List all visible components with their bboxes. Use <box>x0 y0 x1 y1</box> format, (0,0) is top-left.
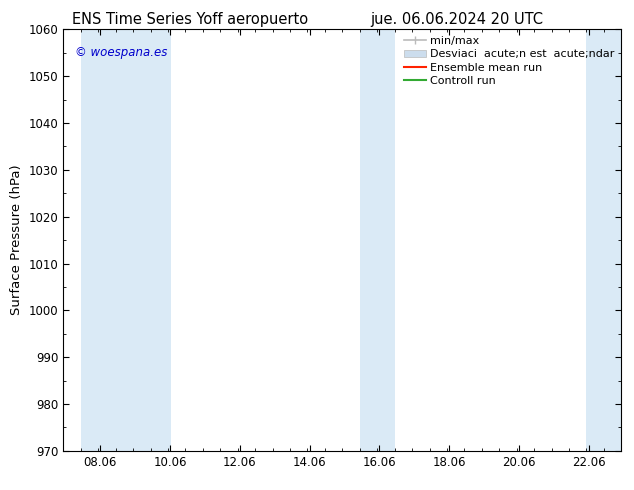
Text: jue. 06.06.2024 20 UTC: jue. 06.06.2024 20 UTC <box>370 12 543 27</box>
Y-axis label: Surface Pressure (hPa): Surface Pressure (hPa) <box>10 165 23 316</box>
Bar <box>81 29 133 451</box>
Bar <box>133 29 171 451</box>
Text: ENS Time Series Yoff aeropuerto: ENS Time Series Yoff aeropuerto <box>72 12 308 27</box>
Bar <box>586 29 621 451</box>
Text: © woespana.es: © woespana.es <box>75 46 167 59</box>
Bar <box>360 29 394 451</box>
Legend: min/max, Desviaci  acute;n est  acute;ndar, Ensemble mean run, Controll run: min/max, Desviaci acute;n est acute;ndar… <box>399 32 619 91</box>
